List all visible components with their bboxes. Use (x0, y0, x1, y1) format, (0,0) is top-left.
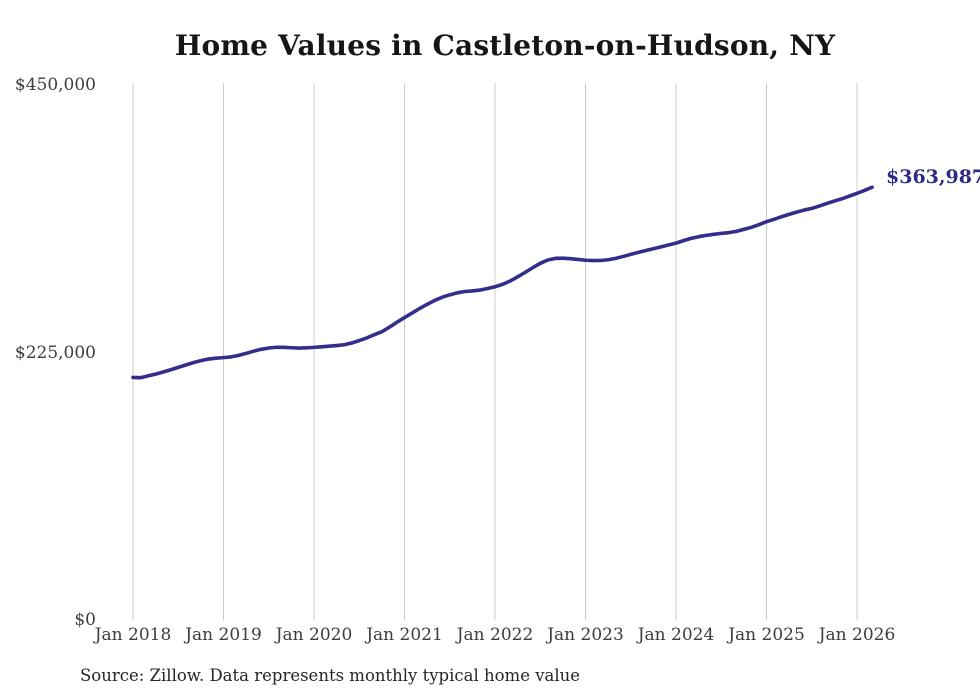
y-tick-label: $450,000 (14, 75, 96, 95)
chart-title: Home Values in Castleton-on-Hudson, NY (174, 29, 836, 62)
gridlines (132, 83, 858, 620)
x-tick-label: Jan 2024 (637, 625, 715, 645)
final-value-label: $363,987 (886, 166, 980, 188)
y-tick-label: $0 (74, 610, 96, 630)
home-value-line (131, 185, 874, 380)
x-tick-label: Jan 2020 (275, 625, 353, 645)
y-tick-label: $225,000 (14, 342, 96, 363)
x-tick-label: Jan 2026 (818, 625, 896, 645)
x-tick-label: Jan 2023 (547, 625, 624, 645)
x-tick-label: Jan 2019 (185, 625, 262, 645)
x-tick-label: Jan 2025 (728, 625, 805, 645)
x-tick-label: Jan 2022 (456, 625, 534, 645)
x-tick-label: Jan 2018 (94, 625, 172, 645)
source-note: Source: Zillow. Data represents monthly … (80, 666, 581, 685)
x-tick-label: Jan 2021 (366, 625, 443, 645)
